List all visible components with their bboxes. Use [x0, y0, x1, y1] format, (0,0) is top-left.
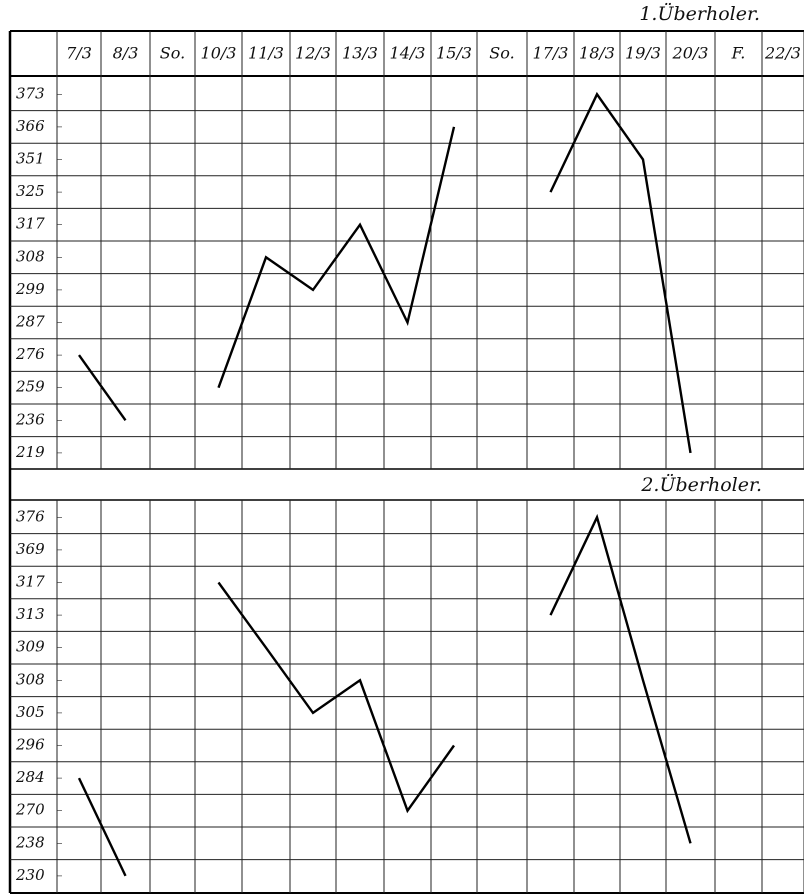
y-tick-label: 259	[15, 378, 45, 396]
column-label: So.	[160, 44, 185, 63]
column-label: 14/3	[390, 44, 426, 63]
y-tick-label: 270	[15, 801, 45, 819]
y-tick-label: 238	[15, 833, 45, 851]
y-tick-label: 230	[15, 866, 45, 884]
column-label: 11/3	[248, 44, 284, 63]
panel-title: 1.Überholer.	[639, 2, 760, 25]
y-tick-label: 308	[16, 247, 45, 265]
column-label: 7/3	[66, 44, 92, 63]
y-tick-label: 373	[16, 84, 45, 102]
data-line	[78, 354, 127, 421]
y-tick-label: 317	[16, 215, 45, 233]
column-label: 15/3	[436, 44, 472, 63]
y-tick-label: 219	[15, 443, 45, 461]
column-label: 17/3	[533, 44, 569, 63]
y-tick-label: 296	[15, 736, 45, 754]
y-tick-label: 284	[15, 768, 45, 786]
y-tick-label: 317	[16, 573, 45, 591]
y-tick-label: 351	[16, 150, 45, 168]
y-tick-label: 299	[15, 280, 45, 298]
data-line	[549, 513, 692, 844]
y-tick-label: 276	[15, 345, 45, 363]
y-tick-label: 308	[16, 670, 45, 688]
column-label: 10/3	[201, 44, 237, 63]
column-label: 12/3	[295, 44, 331, 63]
column-label: 8/3	[113, 44, 139, 63]
column-label: 19/3	[625, 44, 661, 63]
y-tick-label: 313	[16, 605, 45, 623]
column-label: 20/3	[672, 44, 709, 63]
data-line	[549, 91, 692, 454]
y-tick-label: 366	[16, 117, 45, 135]
column-label: So.	[489, 44, 514, 63]
y-tick-label: 287	[15, 313, 45, 331]
panel-title: 2.Überholer.	[640, 473, 762, 496]
data-line	[217, 126, 456, 389]
data-line	[77, 777, 127, 877]
y-tick-label: 305	[16, 703, 45, 721]
column-label: 18/3	[579, 44, 615, 63]
y-tick-label: 376	[16, 507, 45, 525]
column-label: 22/3	[764, 44, 801, 63]
column-label: F.	[731, 44, 746, 63]
y-tick-label: 309	[16, 638, 45, 656]
data-line	[217, 581, 455, 814]
y-tick-label: 236	[15, 410, 45, 428]
y-tick-label: 325	[16, 182, 45, 200]
y-tick-label: 369	[16, 540, 45, 558]
column-label: 13/3	[342, 44, 378, 63]
